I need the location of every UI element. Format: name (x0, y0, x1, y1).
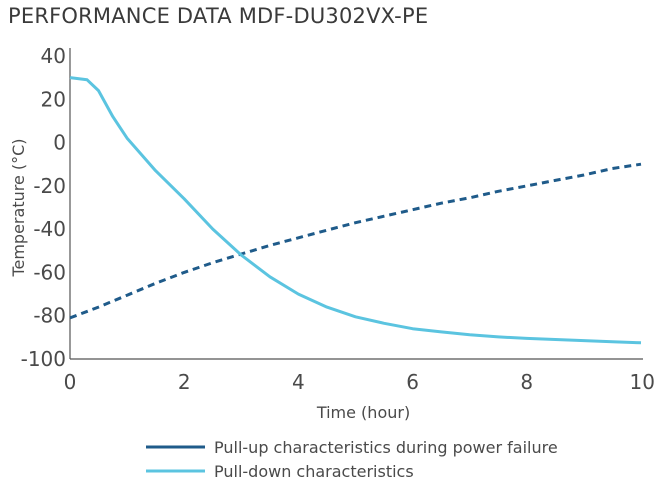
y-tick-label: 40 (41, 44, 66, 68)
legend-label-1: Pull-up characteristics during power fai… (214, 438, 558, 457)
x-tick-label: 2 (178, 370, 191, 394)
x-tick-labels: 0 2 4 6 8 10 (64, 370, 655, 394)
chart-title: PERFORMANCE DATA MDF-DU302VX-PE (8, 4, 429, 28)
legend-label-2: Pull-down characteristics (214, 462, 414, 481)
y-axis-label: Temperature (°C) (9, 138, 28, 277)
axes (69, 48, 643, 360)
y-tick-labels: 40 20 0 -20 -40 -60 -80 -100 (21, 44, 66, 371)
y-tick-label: 0 (53, 131, 66, 155)
x-tick-label: 0 (64, 370, 77, 394)
series-lines (69, 76, 642, 345)
y-tick-label: 20 (41, 87, 66, 111)
x-tick-label: 4 (292, 370, 305, 394)
x-tick-label: 8 (520, 370, 533, 394)
x-axis-label: Time (hour) (316, 403, 410, 422)
y-tick-label: -40 (33, 217, 66, 241)
y-tick-label: -80 (33, 304, 66, 328)
legend: Pull-up characteristics during power fai… (146, 438, 558, 481)
y-tick-label: -60 (33, 260, 66, 284)
y-tick-label: -100 (21, 347, 66, 371)
y-tick-label: -20 (33, 174, 66, 198)
x-tick-label: 10 (630, 370, 655, 394)
series-line-2 (69, 76, 642, 345)
x-tick-label: 6 (406, 370, 419, 394)
series-line-1 (69, 162, 642, 320)
